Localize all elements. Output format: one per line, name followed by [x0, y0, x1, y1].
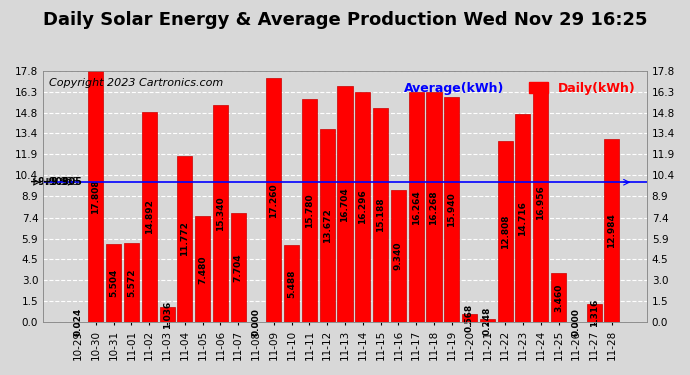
Text: Copyright 2023 Cartronics.com: Copyright 2023 Cartronics.com [49, 78, 224, 88]
Text: Daily Solar Energy & Average Production Wed Nov 29 16:25: Daily Solar Energy & Average Production … [43, 11, 647, 29]
Bar [319, 129, 335, 322]
Text: 11.772: 11.772 [180, 222, 189, 256]
Bar [497, 141, 513, 322]
Bar [480, 319, 495, 322]
Text: 12.984: 12.984 [607, 213, 616, 248]
Text: 7.480: 7.480 [198, 255, 207, 284]
Bar [444, 97, 460, 322]
Bar [177, 156, 193, 322]
Text: 0.568: 0.568 [465, 304, 474, 332]
Bar [373, 108, 388, 322]
Bar [533, 82, 549, 322]
Text: 0.000: 0.000 [572, 308, 581, 336]
Text: 17.808: 17.808 [91, 179, 101, 214]
Bar [266, 78, 282, 322]
Text: 13.672: 13.672 [323, 208, 332, 243]
Text: +9.905: +9.905 [43, 177, 79, 187]
Bar [159, 308, 175, 322]
Bar [551, 273, 566, 322]
Bar [408, 93, 424, 322]
Bar [141, 112, 157, 322]
Text: 5.488: 5.488 [287, 269, 296, 298]
Text: 16.268: 16.268 [429, 190, 438, 225]
Bar [515, 114, 531, 322]
Text: 0.024: 0.024 [74, 308, 83, 336]
Text: +9.905: +9.905 [30, 177, 69, 187]
Bar [391, 190, 406, 322]
Bar [586, 303, 602, 322]
Bar [88, 70, 104, 322]
Text: 9.340: 9.340 [394, 242, 403, 270]
Text: 7.704: 7.704 [234, 254, 243, 282]
Text: 1.036: 1.036 [163, 301, 172, 329]
Text: 14.892: 14.892 [145, 200, 154, 234]
Text: 16.956: 16.956 [536, 185, 545, 220]
Text: 5.504: 5.504 [109, 269, 118, 297]
Text: 14.716: 14.716 [518, 201, 527, 236]
Bar [302, 99, 317, 322]
Bar [106, 244, 121, 322]
Text: 5.572: 5.572 [127, 268, 136, 297]
Bar [355, 92, 371, 322]
Bar [604, 139, 620, 322]
Text: 15.940: 15.940 [447, 192, 456, 227]
Text: 15.780: 15.780 [305, 194, 314, 228]
Text: 17.260: 17.260 [269, 183, 278, 218]
Bar [213, 105, 228, 322]
Text: 12.808: 12.808 [501, 214, 510, 249]
Text: 0.248: 0.248 [483, 306, 492, 334]
Bar [124, 243, 139, 322]
Text: 16.704: 16.704 [340, 187, 350, 222]
Text: 0.000: 0.000 [252, 308, 261, 336]
Text: 15.188: 15.188 [376, 198, 385, 232]
Bar [337, 86, 353, 322]
Bar [284, 244, 299, 322]
Text: +9.905: +9.905 [43, 177, 82, 187]
Bar [462, 314, 477, 322]
Text: 1.316: 1.316 [589, 298, 599, 327]
Bar [426, 92, 442, 322]
Text: 16.296: 16.296 [358, 190, 367, 224]
Text: 3.460: 3.460 [554, 284, 563, 312]
Legend: Average(kWh), Daily(kWh): Average(kWh), Daily(kWh) [370, 77, 640, 100]
Bar [195, 216, 210, 322]
Text: 15.340: 15.340 [216, 196, 225, 231]
Text: 16.264: 16.264 [412, 190, 421, 225]
Bar [230, 213, 246, 322]
